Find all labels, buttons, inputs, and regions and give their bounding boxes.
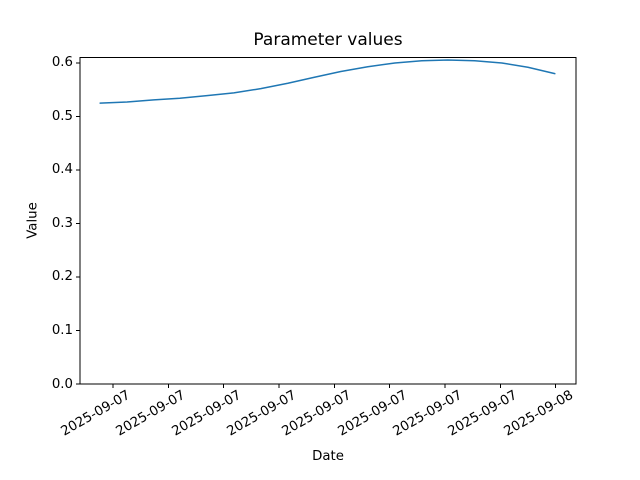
y-tick-label: 0.6 <box>51 55 73 71</box>
y-tick-label: 0.0 <box>51 376 73 392</box>
y-tick-label: 0.1 <box>51 322 73 338</box>
chart-title: Parameter values <box>253 30 403 50</box>
y-tick-label: 0.5 <box>51 108 73 124</box>
data-line-series <box>99 59 556 104</box>
y-tick-label: 0.2 <box>51 269 73 285</box>
x-axis-label: Date <box>312 449 344 464</box>
y-tick-label: 0.4 <box>51 162 73 178</box>
y-tick-label: 0.3 <box>51 215 73 231</box>
plot-spines <box>79 57 577 385</box>
